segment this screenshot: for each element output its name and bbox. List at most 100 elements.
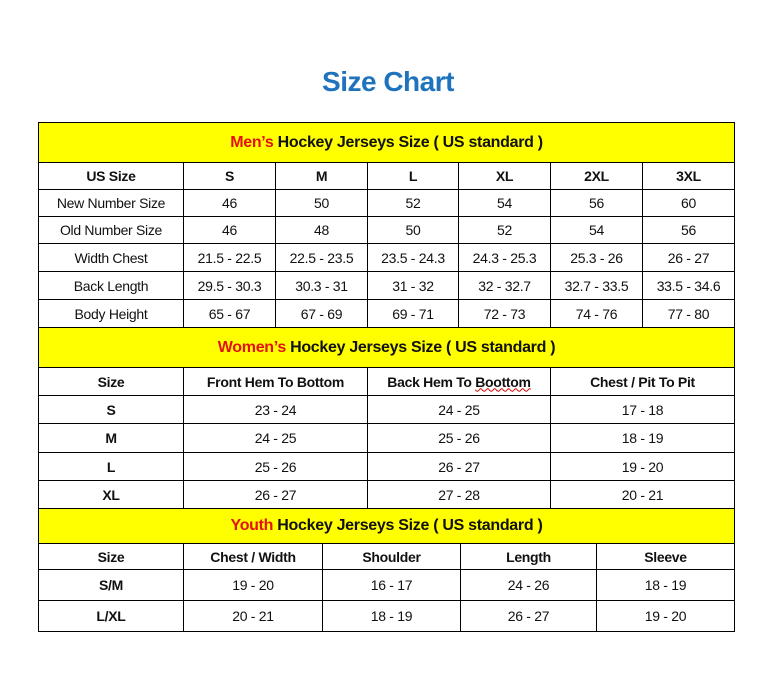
column-header-label: Sleeve <box>644 548 687 565</box>
table-cell: 72 - 73 <box>458 299 551 328</box>
row-label: XL <box>38 480 184 509</box>
column-header-label: 2XL <box>584 168 609 184</box>
table-row: Body Height 65 - 67 67 - 69 69 - 71 72 - 73 7… <box>38 299 736 328</box>
column-header-label: Back Hem To Boottom <box>387 373 531 390</box>
header-row: Size Chest / Width Shoulder Length Sleeve <box>38 543 735 570</box>
table-row: S 23 - 24 24 - 25 17 - 18 <box>38 395 736 424</box>
table-cell: 46 <box>183 189 276 217</box>
header-row: US Size S M L XL 2XL 3XL <box>38 162 736 190</box>
table-cell: 60 <box>641 189 736 217</box>
row-label: L <box>38 452 184 481</box>
women-section-title: Women’s Hockey Jerseys Size ( US standar… <box>37 327 736 368</box>
table-cell: 23 - 24 <box>183 395 368 424</box>
women-table: Women’s Hockey Jerseys Size ( US standar… <box>37 327 736 509</box>
table-cell: 52 <box>367 189 459 217</box>
table-cell: 19 - 20 <box>549 452 736 481</box>
section-title-text: Hockey Jerseys Size ( US standard ) <box>285 338 556 356</box>
column-header: Chest / Pit To Pit <box>549 367 736 396</box>
table-cell: 69 - 71 <box>367 299 459 328</box>
column-header: S <box>183 162 276 190</box>
table-cell: 25 - 26 <box>183 452 368 481</box>
table-cell: 20 - 21 <box>549 480 736 509</box>
table-cell: 18 - 19 <box>549 423 736 453</box>
row-label: Old Number Size <box>38 216 184 244</box>
column-header: Length <box>460 543 597 570</box>
column-header-label: Size <box>97 548 125 565</box>
column-header: Chest / Width <box>183 543 323 570</box>
table-cell: 50 <box>275 189 368 217</box>
men-table: Men’s Hockey Jerseys Size ( US standard … <box>37 122 736 328</box>
table-cell: 33.5 - 34.6 <box>641 271 736 300</box>
column-header-label: Front Hem To Bottom <box>206 373 345 390</box>
table-cell: 31 - 32 <box>367 271 459 300</box>
section-title-text: Hockey Jerseys Size ( US standard ) <box>273 133 543 151</box>
table-cell: 19 - 20 <box>183 569 323 601</box>
youth-size-table: Youth Hockey Jerseys Size ( US standard … <box>38 508 735 632</box>
men-section-title: Men’s Hockey Jerseys Size ( US standard … <box>37 122 736 163</box>
table-cell: 19 - 20 <box>596 600 735 632</box>
section-title-highlight: Youth <box>230 517 274 534</box>
row-label: Back Length <box>38 271 184 300</box>
column-header: L <box>367 162 459 190</box>
column-header: Back Hem To Boottom <box>367 367 551 396</box>
table-cell: 17 - 18 <box>549 395 736 424</box>
column-header-label: Chest / Pit To Pit <box>590 373 695 390</box>
table-cell: 24 - 25 <box>367 395 551 424</box>
column-header-label: Chest / Width <box>210 548 296 565</box>
table-cell: 25.3 - 26 <box>550 243 643 272</box>
table-cell: 26 - 27 <box>460 600 597 632</box>
row-label: M <box>38 423 184 453</box>
table-cell: 56 <box>641 216 736 244</box>
table-cell: 50 <box>367 216 459 244</box>
column-header-label: M <box>315 168 328 184</box>
table-cell: 30.3 - 31 <box>275 271 368 300</box>
section-title-highlight: Men’s <box>230 133 274 151</box>
table-cell: 48 <box>275 216 368 244</box>
youth-table: Youth Hockey Jerseys Size ( US standard … <box>38 508 735 632</box>
table-cell: 54 <box>458 189 551 217</box>
table-cell: 77 - 80 <box>641 299 736 328</box>
table-cell: 29.5 - 30.3 <box>183 271 276 300</box>
men-size-table: Men’s Hockey Jerseys Size ( US standard … <box>37 122 736 328</box>
row-label: Width Chest <box>38 243 184 272</box>
table-cell: 22.5 - 23.5 <box>275 243 368 272</box>
section-title-highlight: Women’s <box>217 338 286 356</box>
table-cell: 74 - 76 <box>550 299 643 328</box>
table-cell: 67 - 69 <box>275 299 368 328</box>
column-header-label: L <box>408 168 418 184</box>
column-header-label: XL <box>495 168 514 184</box>
table-cell: 54 <box>550 216 643 244</box>
table-cell: 24.3 - 25.3 <box>458 243 551 272</box>
header-row: Size Front Hem To Bottom Back Hem To Boott… <box>38 367 736 396</box>
column-header: M <box>275 162 368 190</box>
page-title: Size Chart <box>322 66 454 97</box>
column-header: 2XL <box>550 162 643 190</box>
section-title-text: Hockey Jerseys Size ( US standard ) <box>273 517 543 534</box>
table-cell: 16 - 17 <box>322 569 461 601</box>
table-row: New Number Size 46 50 52 54 56 60 <box>38 189 736 217</box>
row-label: New Number Size <box>38 189 184 217</box>
table-cell: 56 <box>550 189 643 217</box>
column-header: 3XL <box>641 162 736 190</box>
table-row: Width Chest 21.5 - 22.5 22.5 - 23.5 23.5 - … <box>38 243 736 272</box>
table-cell: 46 <box>183 216 276 244</box>
column-header: Size <box>38 543 184 570</box>
row-label: Body Height <box>38 299 184 328</box>
table-cell: 23.5 - 24.3 <box>367 243 459 272</box>
table-row: M 24 - 25 25 - 26 18 - 19 <box>38 423 736 453</box>
table-row: XL 26 - 27 27 - 28 20 - 21 <box>38 480 736 509</box>
column-header: Size <box>38 367 184 396</box>
women-size-table: Women’s Hockey Jerseys Size ( US standar… <box>37 327 736 509</box>
table-cell: 20 - 21 <box>183 600 323 632</box>
column-header: Front Hem To Bottom <box>183 367 368 396</box>
row-label: S/M <box>38 569 184 601</box>
table-row: L 25 - 26 26 - 27 19 - 20 <box>38 452 736 481</box>
table-row: L/XL 20 - 21 18 - 19 26 - 27 19 - 20 <box>38 600 735 632</box>
table-cell: 32 - 32.7 <box>458 271 551 300</box>
column-header-label: S <box>224 168 235 184</box>
column-header: XL <box>458 162 551 190</box>
youth-section-title: Youth Hockey Jerseys Size ( US standard … <box>38 508 735 544</box>
table-row: Back Length 29.5 - 30.3 30.3 - 31 31 - 32 32… <box>38 271 736 300</box>
table-cell: 26 - 27 <box>367 452 551 481</box>
table-cell: 32.7 - 33.5 <box>550 271 643 300</box>
